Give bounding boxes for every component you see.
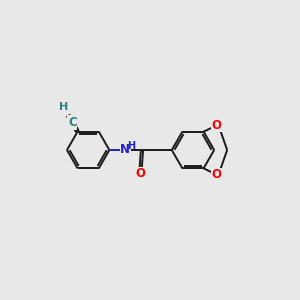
Text: O: O [212, 119, 222, 132]
Text: C: C [68, 116, 77, 129]
Text: O: O [212, 168, 222, 181]
Text: H: H [127, 141, 135, 151]
Text: H: H [59, 102, 68, 112]
Text: O: O [136, 167, 146, 180]
Text: N: N [120, 142, 130, 156]
